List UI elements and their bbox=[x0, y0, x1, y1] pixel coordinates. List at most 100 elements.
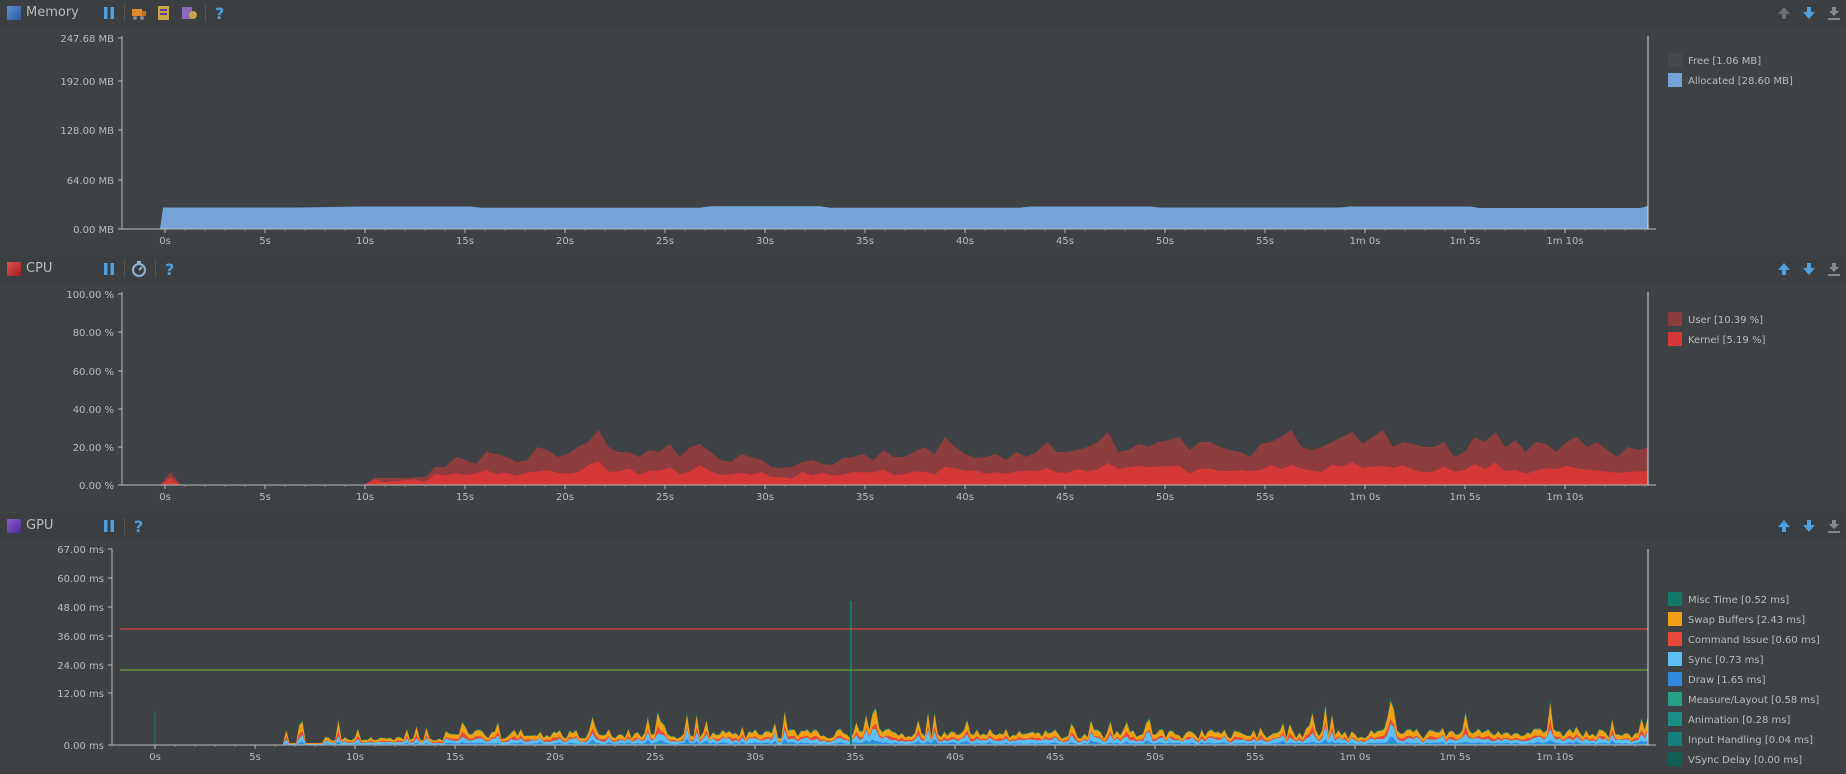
x-tick-label: 55s bbox=[1246, 752, 1264, 763]
legend-swatch bbox=[1668, 312, 1682, 326]
pause-icon[interactable] bbox=[100, 260, 118, 278]
y-tick-label: 60.00 ms bbox=[57, 574, 104, 585]
x-tick-label: 30s bbox=[756, 492, 774, 503]
x-tick-label: 0s bbox=[159, 236, 171, 247]
move-up-icon[interactable] bbox=[1775, 517, 1793, 535]
memory-toolbar: Memory ? bbox=[0, 0, 1846, 27]
move-up-icon[interactable] bbox=[1775, 4, 1793, 22]
y-tick-label: 48.00 ms bbox=[57, 603, 104, 614]
toolbar-separator bbox=[124, 517, 125, 535]
x-tick-label: 40s bbox=[956, 492, 974, 503]
x-tick-label: 1m 10s bbox=[1546, 236, 1583, 247]
legend-label: Allocated [28.60 MB] bbox=[1688, 76, 1793, 87]
y-tick-label: 128.00 MB bbox=[60, 126, 114, 137]
gpu-measure-layout-area bbox=[283, 742, 1648, 745]
x-tick-label: 5s bbox=[259, 236, 271, 247]
memory-chart: 247.68 MB 192.00 MB 128.00 MB 64.00 MB 0.00 … bbox=[0, 26, 1846, 256]
cpu-title: CPU bbox=[26, 261, 53, 276]
memory-panel: Memory ? 247.68 MB 192.00 MB 128.00 MB 64.0… bbox=[0, 0, 1846, 256]
x-tick-label: 20s bbox=[546, 752, 564, 763]
help-icon[interactable]: ? bbox=[211, 4, 229, 22]
legend-label: Swap Buffers [2.43 ms] bbox=[1688, 615, 1805, 626]
x-tick-label: 30s bbox=[756, 236, 774, 247]
y-tick-label: 0.00 % bbox=[79, 481, 114, 492]
y-tick-label: 100.00 % bbox=[66, 290, 114, 301]
x-tick-label: 1m 5s bbox=[1440, 752, 1471, 763]
legend-label: User [10.39 %] bbox=[1688, 315, 1763, 326]
x-tick-label: 1m 5s bbox=[1450, 492, 1481, 503]
legend-label: Command Issue [0.60 ms] bbox=[1688, 635, 1820, 646]
svg-text:?: ? bbox=[165, 260, 174, 278]
legend-label: Kernel [5.19 %] bbox=[1688, 335, 1765, 346]
x-tick-label: 45s bbox=[1056, 492, 1074, 503]
x-tick-label: 35s bbox=[846, 752, 864, 763]
x-tick-label: 1m 0s bbox=[1340, 752, 1371, 763]
gpu-swap-buffers-area bbox=[283, 701, 1648, 745]
x-tick-label: 45s bbox=[1056, 236, 1074, 247]
gc-icon[interactable] bbox=[130, 4, 148, 22]
legend-swatch bbox=[1668, 752, 1682, 766]
x-tick-label: 35s bbox=[856, 492, 874, 503]
minimize-icon[interactable] bbox=[1825, 517, 1843, 535]
legend-swatch bbox=[1668, 712, 1682, 726]
legend-swatch bbox=[1668, 592, 1682, 606]
legend-swatch bbox=[1668, 652, 1682, 666]
y-tick-label: 36.00 ms bbox=[57, 632, 104, 643]
legend-label: Sync [0.73 ms] bbox=[1688, 655, 1764, 666]
memory-chart-svg: 247.68 MB 192.00 MB 128.00 MB 64.00 MB 0.00 … bbox=[60, 34, 1793, 247]
y-tick-label: 64.00 MB bbox=[67, 176, 114, 187]
minimize-icon[interactable] bbox=[1825, 260, 1843, 278]
x-tick-label: 35s bbox=[856, 236, 874, 247]
move-down-icon[interactable] bbox=[1800, 517, 1818, 535]
move-up-icon[interactable] bbox=[1775, 260, 1793, 278]
move-down-icon[interactable] bbox=[1800, 4, 1818, 22]
gpu-draw-area bbox=[283, 736, 1648, 745]
gpu-panel: GPU ? 67.00 ms 60.00 ms 48.00 ms 36.00 ms 24… bbox=[0, 513, 1846, 770]
cpu-panel: CPU ? 100.00 % 80.00 % 60.00 % 40.00 % 20.00… bbox=[0, 256, 1846, 513]
y-tick-label: 192.00 MB bbox=[60, 77, 114, 88]
help-icon[interactable]: ? bbox=[130, 517, 148, 535]
legend-label: Animation [0.28 ms] bbox=[1688, 715, 1790, 726]
gpu-toolbar: GPU ? bbox=[0, 513, 1846, 540]
x-tick-label: 20s bbox=[556, 236, 574, 247]
memory-icon bbox=[7, 6, 21, 20]
legend-label: Draw [1.65 ms] bbox=[1688, 675, 1766, 686]
gpu-icon bbox=[7, 519, 21, 533]
legend-swatch bbox=[1668, 73, 1682, 87]
y-tick-label: 60.00 % bbox=[73, 367, 114, 378]
track-allocation-icon[interactable] bbox=[180, 4, 198, 22]
legend-swatch bbox=[1668, 672, 1682, 686]
cpu-toolbar: CPU ? bbox=[0, 256, 1846, 283]
toolbar-separator bbox=[124, 4, 125, 22]
legend-label: Free [1.06 MB] bbox=[1688, 56, 1761, 67]
legend-swatch bbox=[1668, 53, 1682, 67]
move-down-icon[interactable] bbox=[1800, 260, 1818, 278]
x-tick-label: 45s bbox=[1046, 752, 1064, 763]
y-tick-label: 0.00 MB bbox=[73, 225, 114, 236]
pause-icon[interactable] bbox=[100, 4, 118, 22]
y-tick-label: 0.00 ms bbox=[64, 741, 104, 752]
legend-swatch bbox=[1668, 612, 1682, 626]
y-tick-label: 80.00 % bbox=[73, 328, 114, 339]
toolbar-separator bbox=[205, 4, 206, 22]
x-tick-label: 15s bbox=[456, 492, 474, 503]
x-tick-label: 40s bbox=[946, 752, 964, 763]
toolbar-separator bbox=[155, 260, 156, 278]
method-trace-icon[interactable] bbox=[130, 260, 148, 278]
pause-icon[interactable] bbox=[100, 517, 118, 535]
help-icon[interactable]: ? bbox=[161, 260, 179, 278]
legend-swatch bbox=[1668, 692, 1682, 706]
x-tick-label: 5s bbox=[249, 752, 261, 763]
legend-label: Misc Time [0.52 ms] bbox=[1688, 595, 1789, 606]
x-tick-label: 0s bbox=[159, 492, 171, 503]
minimize-icon[interactable] bbox=[1825, 4, 1843, 22]
allocated-area bbox=[160, 206, 1648, 229]
x-tick-label: 1m 5s bbox=[1450, 236, 1481, 247]
y-tick-label: 40.00 % bbox=[73, 405, 114, 416]
x-tick-label: 1m 10s bbox=[1546, 492, 1583, 503]
legend-label: VSync Delay [0.00 ms] bbox=[1688, 755, 1802, 766]
x-tick-label: 50s bbox=[1146, 752, 1164, 763]
y-tick-label: 247.68 MB bbox=[60, 34, 114, 45]
dump-heap-icon[interactable] bbox=[155, 4, 173, 22]
y-tick-label: 12.00 ms bbox=[57, 689, 104, 700]
